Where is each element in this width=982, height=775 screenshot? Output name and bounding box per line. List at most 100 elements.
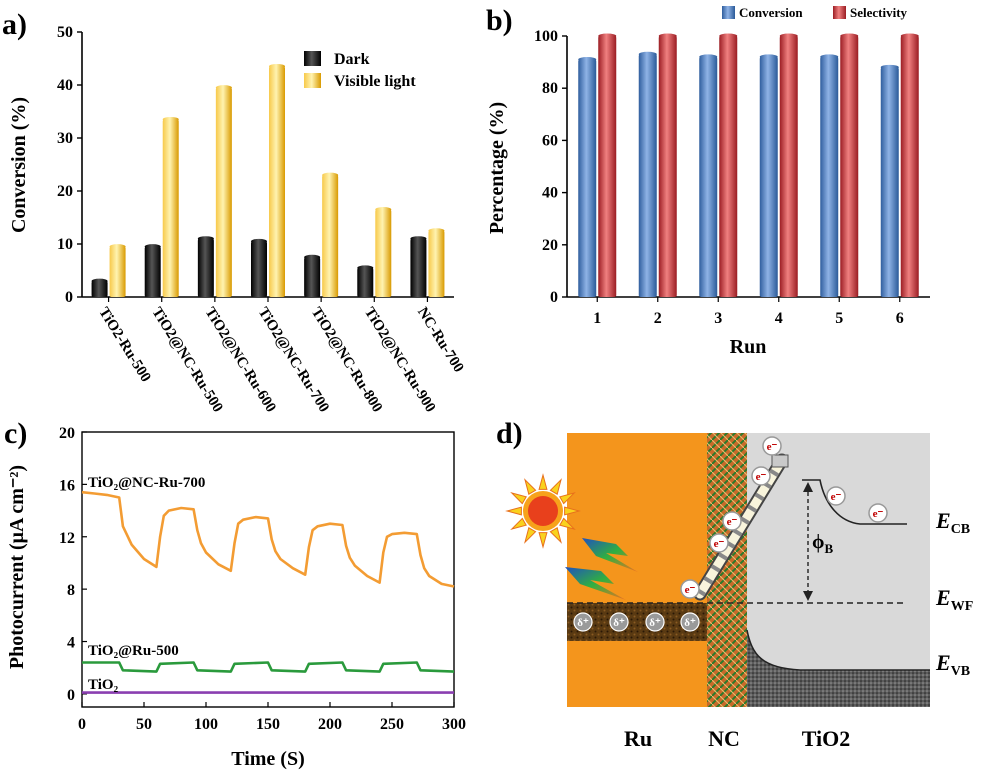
bar-cap xyxy=(251,238,267,244)
legend-label-conversion: Conversion xyxy=(739,5,803,20)
chart-a-legend: Dark Visible light xyxy=(304,51,416,90)
series-label-tio2-nc-ru-700: TiO₂@NC-Ru-700 xyxy=(88,475,205,491)
region-label-ru: Ru xyxy=(624,726,652,751)
bar-visible-light xyxy=(109,246,126,297)
electron xyxy=(751,466,771,486)
bar-conversion xyxy=(699,56,718,297)
bar-cap xyxy=(109,244,126,250)
bar-conversion xyxy=(759,56,778,297)
bar-cap xyxy=(322,172,339,178)
bar-conversion xyxy=(820,56,839,297)
bar-cap xyxy=(91,278,108,284)
y-tick-label: 0 xyxy=(67,687,75,704)
delta-charges: δ⁺ δ⁺ δ⁺ δ⁺ xyxy=(573,612,700,632)
panel-label-b: b) xyxy=(486,4,513,37)
chart-a-ticks: 0 10 20 30 40 50 xyxy=(57,24,429,306)
label-ecb: ECB xyxy=(935,508,970,537)
light-beam-icon xyxy=(565,567,626,600)
x-tick-label: 200 xyxy=(318,716,342,733)
chart-b: Percentage (%) Run 0 20 40 60 80 100 1 2 3 4 5 6 C… xyxy=(486,5,930,358)
x-tick-label: 3 xyxy=(714,310,722,327)
sun-ray xyxy=(549,478,562,495)
bar-cap xyxy=(410,236,427,242)
region-label-tio2: TiO2 xyxy=(802,726,851,751)
delta-charge-label: δ⁺ xyxy=(684,617,696,629)
bar-visible-light xyxy=(322,175,339,297)
bar-visible-light xyxy=(269,66,285,297)
chart-a: Conversion (%) 0 10 20 30 40 50 TiO2-Ru-500Ti… xyxy=(8,24,466,415)
bar-cap xyxy=(779,33,798,39)
delta-charge-label: δ⁺ xyxy=(613,617,625,629)
delta-charge-label: δ⁺ xyxy=(649,617,661,629)
electron xyxy=(722,511,742,531)
y-tick-label: 12 xyxy=(59,530,75,547)
bar-cap xyxy=(840,33,859,39)
bar-selectivity xyxy=(779,36,798,297)
bar-cap xyxy=(162,116,179,122)
bar-selectivity xyxy=(900,36,919,297)
bar-cap xyxy=(699,54,718,60)
x-tick-label: 250 xyxy=(380,716,404,733)
x-tick-label: 1 xyxy=(593,310,601,327)
electron xyxy=(680,579,700,599)
svg-text:e⁻: e⁻ xyxy=(831,491,842,503)
valence-band-edge xyxy=(746,629,930,671)
sun-ray xyxy=(549,527,562,544)
bar-cap xyxy=(880,64,899,70)
light-beam-icon xyxy=(582,538,638,572)
bar-dark xyxy=(304,257,321,297)
bar-dark xyxy=(251,241,267,297)
series-label-tio2-ru-500: TiO₂@Ru-500 xyxy=(88,643,179,659)
bar-dark xyxy=(410,238,427,297)
legend-label-dark: Dark xyxy=(334,51,370,68)
bar-cap xyxy=(375,207,392,213)
y-tick-label: 16 xyxy=(59,477,75,494)
sun-ray xyxy=(524,478,537,495)
sun-ray xyxy=(538,532,548,549)
bar-dark xyxy=(197,238,214,297)
bar-cap xyxy=(658,33,677,39)
chart-a-categories: TiO2-Ru-500TiO2@NC-Ru-500TiO2@NC-Ru-600T… xyxy=(95,305,466,416)
electron-path-end xyxy=(771,454,789,468)
y-tick-label: 10 xyxy=(57,236,73,253)
sun-icon xyxy=(505,473,581,549)
sun-ray xyxy=(559,492,576,505)
sun-ray xyxy=(559,517,576,530)
conduction-band-edge xyxy=(802,479,907,525)
bar-cap xyxy=(638,51,657,57)
sun-ray xyxy=(510,517,527,530)
legend-swatch-conversion xyxy=(722,6,735,19)
y-tick-label: 30 xyxy=(57,130,73,147)
x-tick-label: 100 xyxy=(194,716,218,733)
chart-a-axes xyxy=(81,32,454,298)
svg-text:e⁻: e⁻ xyxy=(873,508,884,520)
sun-ray xyxy=(524,527,537,544)
chart-b-legend: Conversion Selectivity xyxy=(722,5,908,20)
sun-core xyxy=(528,496,558,526)
bar-visible-light xyxy=(428,230,445,297)
barrier-arrow-head-up xyxy=(803,482,813,492)
svg-text:e⁻: e⁻ xyxy=(767,441,778,453)
legend-label-selectivity: Selectivity xyxy=(850,5,908,20)
electron xyxy=(826,486,846,506)
electron xyxy=(762,436,782,456)
x-tick-label: 2 xyxy=(654,310,662,327)
bar-conversion xyxy=(880,67,899,297)
series-label-tio2: TiO₂ xyxy=(88,677,119,693)
plot-frame xyxy=(81,431,455,708)
svg-text:e⁻: e⁻ xyxy=(714,538,725,550)
bar-visible-light xyxy=(215,87,232,298)
bar-cap xyxy=(428,228,445,234)
chart-a-bars xyxy=(91,63,445,298)
sun-ray xyxy=(564,506,581,516)
electron xyxy=(868,503,888,523)
y-tick-label: 8 xyxy=(67,582,75,599)
x-tick-label: NC-Ru-700 xyxy=(414,305,466,376)
y-tick-label: 20 xyxy=(542,237,558,254)
bar-cap xyxy=(357,265,374,271)
legend-swatch-selectivity xyxy=(833,6,846,19)
label-ewf: EWF xyxy=(935,585,973,614)
bar-cap xyxy=(197,236,214,242)
valence-band-fill xyxy=(747,630,930,707)
